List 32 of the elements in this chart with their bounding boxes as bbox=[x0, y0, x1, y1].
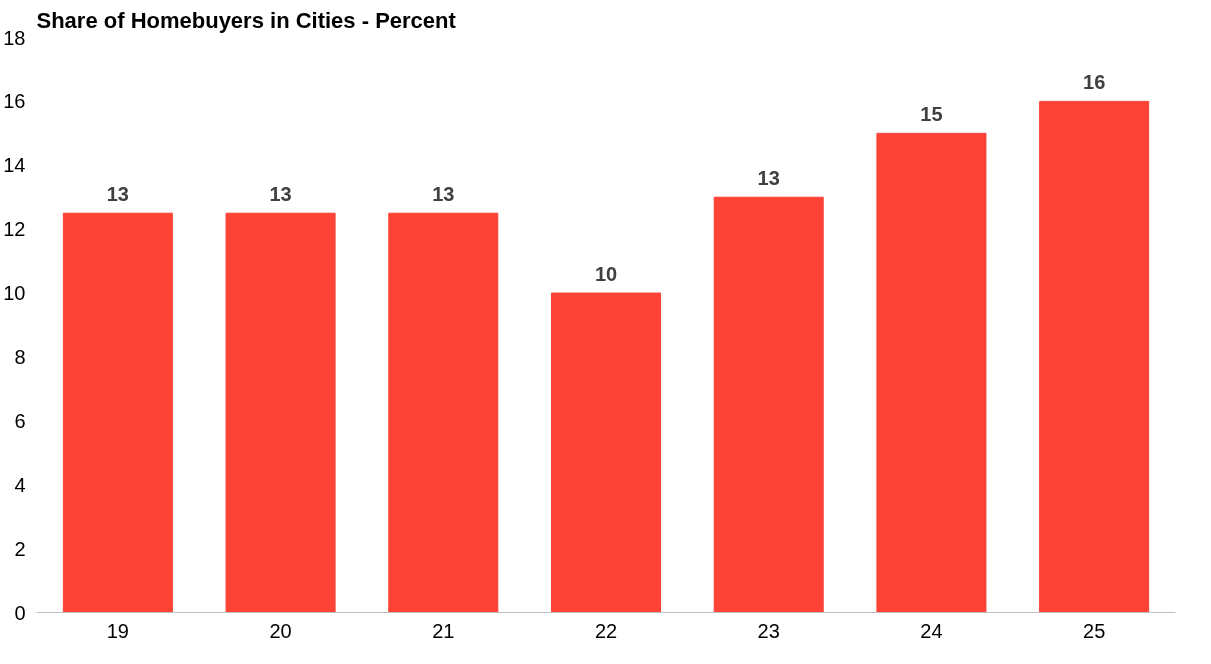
data-label: 13 bbox=[757, 167, 780, 190]
bar bbox=[1039, 100, 1150, 613]
y-tick-label: 16 bbox=[3, 90, 26, 113]
data-label: 10 bbox=[594, 263, 618, 286]
bar bbox=[876, 132, 987, 613]
y-tick-label: 0 bbox=[14, 601, 26, 624]
x-tick-label: 24 bbox=[920, 619, 943, 642]
bar bbox=[713, 196, 824, 613]
y-tick-label: 12 bbox=[3, 218, 26, 241]
y-tick-label: 14 bbox=[3, 154, 26, 177]
bar bbox=[225, 212, 336, 613]
y-tick-label: 6 bbox=[14, 409, 26, 432]
data-label: 15 bbox=[920, 103, 943, 126]
x-tick-label: 20 bbox=[269, 619, 292, 642]
y-tick-label: 18 bbox=[3, 26, 26, 49]
bar bbox=[550, 292, 662, 613]
y-tick-label: 2 bbox=[14, 537, 26, 560]
x-tick-label: 21 bbox=[432, 619, 455, 642]
y-tick-label: 8 bbox=[14, 345, 26, 368]
y-tick-label: 10 bbox=[3, 282, 26, 305]
data-label: 13 bbox=[269, 183, 292, 206]
data-label: 13 bbox=[432, 183, 455, 206]
x-tick-label: 23 bbox=[757, 619, 780, 642]
data-label: 16 bbox=[1083, 71, 1106, 94]
data-label: 13 bbox=[106, 183, 129, 206]
y-tick-label: 4 bbox=[14, 473, 26, 496]
bar bbox=[62, 212, 173, 613]
x-tick-label: 25 bbox=[1083, 619, 1106, 642]
x-tick-label: 19 bbox=[106, 619, 129, 642]
x-tick-label: 22 bbox=[594, 619, 618, 642]
bar bbox=[388, 212, 499, 613]
chart-title: Share of Homebuyers in Cities - Percent bbox=[36, 7, 457, 33]
